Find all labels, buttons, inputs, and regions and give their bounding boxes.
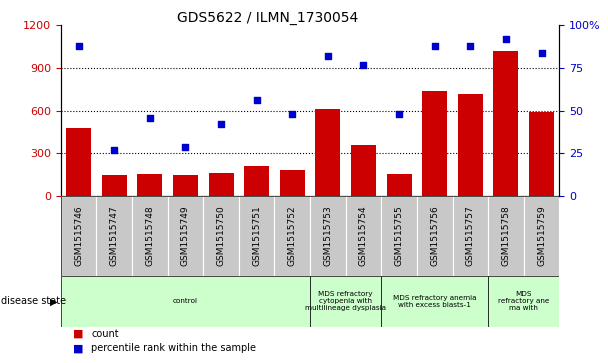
- Text: GSM1515754: GSM1515754: [359, 205, 368, 266]
- Text: GSM1515749: GSM1515749: [181, 205, 190, 266]
- Text: GSM1515757: GSM1515757: [466, 205, 475, 266]
- FancyBboxPatch shape: [488, 196, 523, 276]
- Text: GDS5622 / ILMN_1730054: GDS5622 / ILMN_1730054: [177, 11, 358, 25]
- Point: [145, 115, 154, 121]
- Bar: [66, 128, 91, 196]
- Text: GSM1515759: GSM1515759: [537, 205, 546, 266]
- Text: GSM1515747: GSM1515747: [109, 205, 119, 266]
- Bar: [209, 173, 233, 196]
- Text: ■: ■: [73, 343, 83, 354]
- Point: [323, 53, 333, 59]
- Text: MDS refractory
cytopenia with
multilineage dysplasia: MDS refractory cytopenia with multilinea…: [305, 291, 386, 311]
- Bar: [137, 174, 162, 196]
- Point: [181, 144, 190, 150]
- Bar: [316, 109, 340, 196]
- Point: [74, 43, 83, 49]
- FancyBboxPatch shape: [381, 196, 417, 276]
- Bar: [351, 145, 376, 196]
- FancyBboxPatch shape: [346, 196, 381, 276]
- FancyBboxPatch shape: [168, 196, 203, 276]
- FancyBboxPatch shape: [132, 196, 168, 276]
- Bar: [280, 170, 305, 196]
- Bar: [458, 94, 483, 196]
- Bar: [102, 175, 126, 196]
- Bar: [422, 91, 447, 196]
- Text: GSM1515758: GSM1515758: [502, 205, 511, 266]
- Point: [430, 43, 440, 49]
- FancyBboxPatch shape: [97, 196, 132, 276]
- Point: [466, 43, 475, 49]
- FancyBboxPatch shape: [61, 196, 97, 276]
- Point: [537, 50, 547, 56]
- Text: ■: ■: [73, 329, 83, 339]
- FancyBboxPatch shape: [488, 276, 559, 327]
- Text: GSM1515753: GSM1515753: [323, 205, 333, 266]
- Text: control: control: [173, 298, 198, 304]
- Text: MDS refractory anemia
with excess blasts-1: MDS refractory anemia with excess blasts…: [393, 295, 477, 308]
- Point: [394, 111, 404, 117]
- Point: [501, 36, 511, 42]
- Text: GSM1515748: GSM1515748: [145, 205, 154, 266]
- Point: [109, 147, 119, 153]
- Point: [252, 98, 261, 103]
- FancyBboxPatch shape: [381, 276, 488, 327]
- FancyBboxPatch shape: [417, 196, 452, 276]
- Text: GSM1515750: GSM1515750: [216, 205, 226, 266]
- Bar: [244, 166, 269, 196]
- Text: percentile rank within the sample: percentile rank within the sample: [91, 343, 256, 354]
- Bar: [529, 112, 554, 196]
- FancyBboxPatch shape: [203, 196, 239, 276]
- Text: MDS
refractory ane
ma with: MDS refractory ane ma with: [498, 291, 550, 311]
- Point: [288, 111, 297, 117]
- FancyBboxPatch shape: [523, 196, 559, 276]
- FancyBboxPatch shape: [310, 196, 346, 276]
- Point: [359, 62, 368, 68]
- Bar: [387, 174, 412, 196]
- Text: GSM1515755: GSM1515755: [395, 205, 404, 266]
- FancyBboxPatch shape: [310, 276, 381, 327]
- Text: GSM1515751: GSM1515751: [252, 205, 261, 266]
- Text: GSM1515746: GSM1515746: [74, 205, 83, 266]
- Text: GSM1515752: GSM1515752: [288, 205, 297, 266]
- Bar: [173, 175, 198, 196]
- FancyBboxPatch shape: [239, 196, 274, 276]
- Text: disease state: disease state: [1, 296, 66, 306]
- Bar: [494, 51, 519, 196]
- Text: ▶: ▶: [50, 296, 58, 306]
- FancyBboxPatch shape: [452, 196, 488, 276]
- FancyBboxPatch shape: [274, 196, 310, 276]
- Text: GSM1515756: GSM1515756: [430, 205, 439, 266]
- Point: [216, 122, 226, 127]
- FancyBboxPatch shape: [61, 276, 310, 327]
- Text: count: count: [91, 329, 119, 339]
